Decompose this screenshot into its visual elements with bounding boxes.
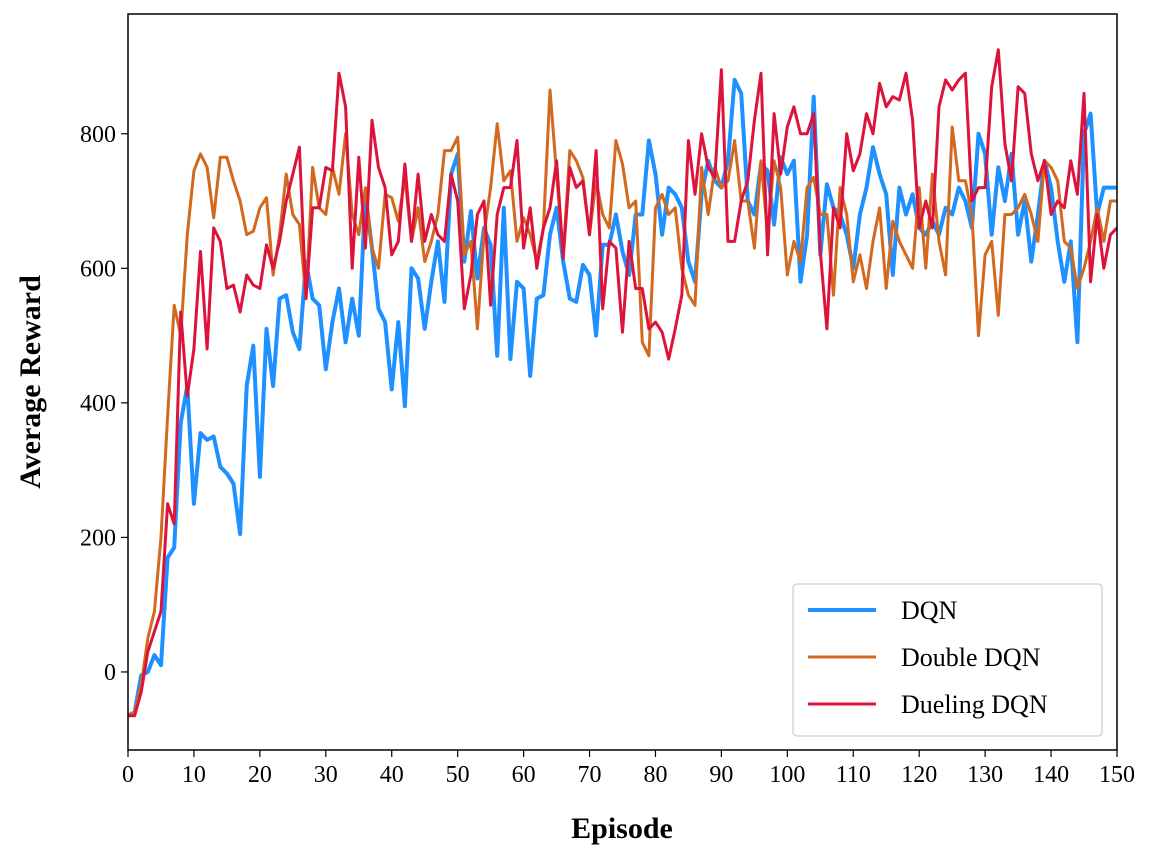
legend-label: Double DQN — [901, 643, 1041, 672]
y-tick-label: 400 — [80, 391, 116, 417]
plot-frame — [127, 13, 1118, 751]
series-line-dqn — [127, 77, 1117, 718]
x-tick-label: 140 — [1033, 762, 1069, 788]
legend-label: DQN — [901, 596, 958, 625]
y-tick-label: 600 — [80, 256, 116, 282]
series-line-double-dqn — [127, 88, 1117, 718]
x-tick-label: 110 — [836, 762, 871, 788]
x-tick-label: 130 — [967, 762, 1003, 788]
x-tick-label: 60 — [512, 762, 536, 788]
x-axis-label: Episode — [571, 812, 673, 845]
legend-label: Dueling DQN — [901, 690, 1048, 719]
x-tick-label: 30 — [314, 762, 338, 788]
x-tick-label: 100 — [769, 762, 805, 788]
x-tick-label: 70 — [578, 762, 602, 788]
y-axis-label: Average Reward — [14, 275, 47, 489]
series-line-dueling-dqn — [128, 48, 1119, 718]
legend: DQN Double DQN Dueling DQN — [792, 583, 1103, 737]
y-axis: 0 200 400 600 800 — [80, 122, 128, 686]
x-tick-label: 80 — [643, 762, 667, 788]
x-tick-label: 40 — [380, 762, 404, 788]
series-lines — [127, 48, 1119, 718]
x-tick-label: 50 — [446, 762, 470, 788]
x-tick-label: 150 — [1099, 762, 1135, 788]
x-tick-label: 20 — [248, 762, 272, 788]
y-tick-label: 200 — [80, 525, 116, 551]
x-axis: 0 10 20 30 40 50 60 70 80 90 100 110 120 130 140 150 — [122, 750, 1135, 788]
x-tick-label: 120 — [901, 762, 937, 788]
x-tick-label: 0 — [122, 762, 134, 788]
x-tick-label: 10 — [182, 762, 206, 788]
y-tick-label: 0 — [104, 660, 116, 686]
x-tick-label: 90 — [709, 762, 733, 788]
legend-box — [792, 583, 1103, 737]
y-tick-label: 800 — [80, 122, 116, 148]
